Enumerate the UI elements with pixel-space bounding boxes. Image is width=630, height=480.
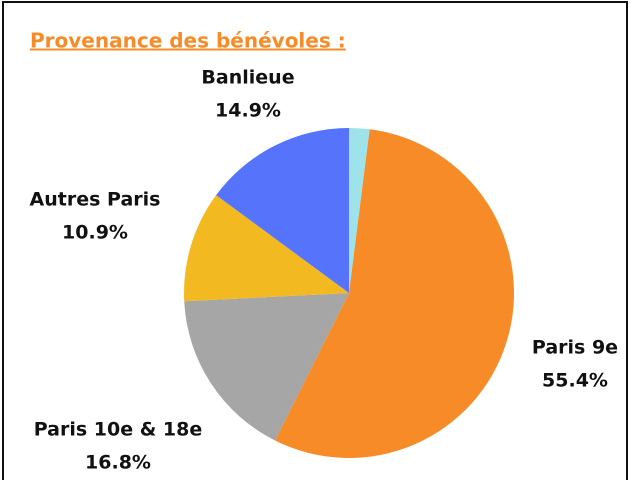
slice-label: Paris 9e xyxy=(532,337,618,359)
pie-slice xyxy=(184,195,349,302)
pie-slice xyxy=(216,128,349,293)
chart-title: Provenance des bénévoles : xyxy=(30,29,346,53)
slice-value: 16.8% xyxy=(85,452,151,474)
slice-label: Paris 10e & 18e xyxy=(34,419,203,441)
slice-label: Banlieue xyxy=(201,67,294,89)
slice-label: Autres Paris xyxy=(30,189,161,211)
pie xyxy=(184,128,514,458)
slice-value: 55.4% xyxy=(542,370,608,392)
slice-value: 10.9% xyxy=(62,222,128,244)
slice-value: 14.9% xyxy=(215,100,281,122)
pie-slice xyxy=(184,293,349,441)
pie-slice xyxy=(275,129,514,458)
pie-slice xyxy=(349,128,370,293)
